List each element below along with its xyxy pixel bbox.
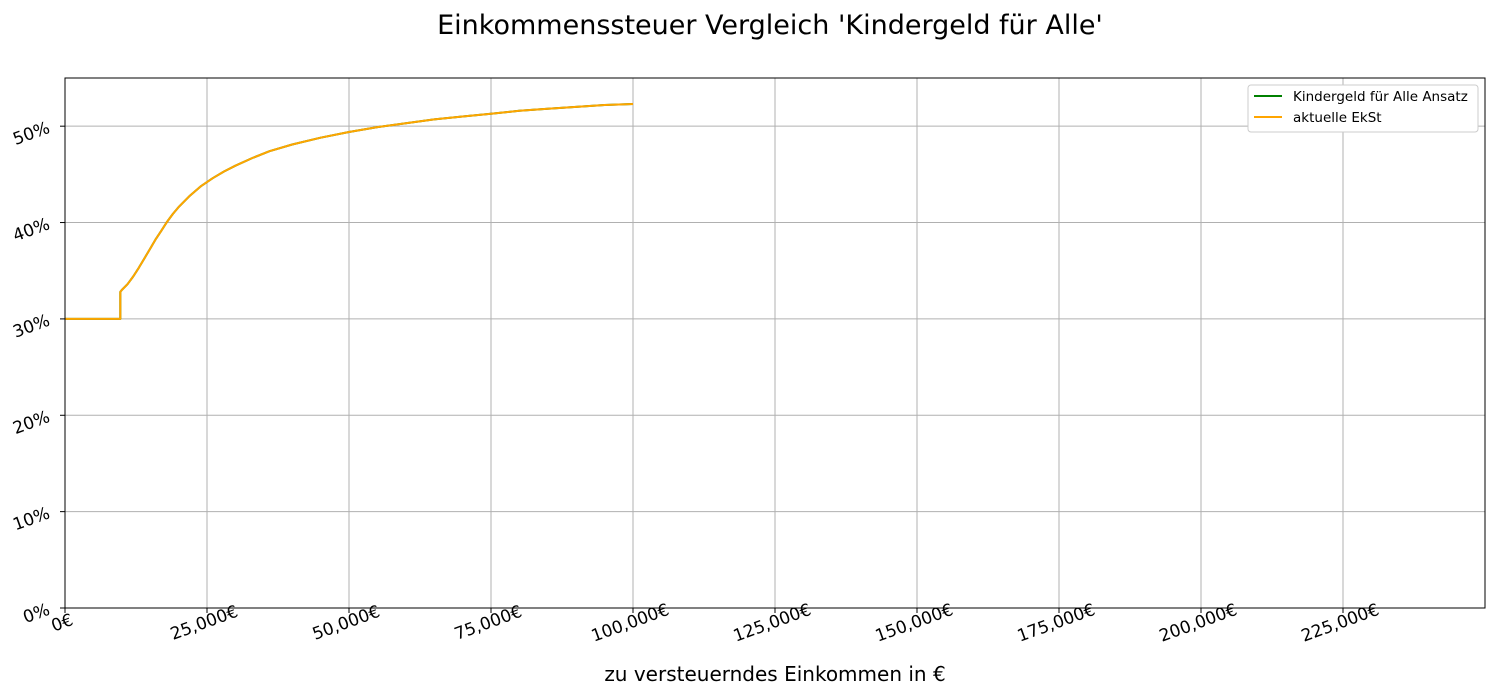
x-tick-label: 200,000€ [1157,600,1240,647]
legend-label-aktuelle: aktuelle EkSt [1293,110,1382,126]
x-tick-label: 225,000€ [1299,600,1382,647]
y-tick-label: 10% [10,504,52,536]
series-line-1 [65,103,634,320]
x-axis-label: zu versteuerndes Einkommen in € [604,662,945,686]
y-tick-label: 40% [10,214,52,246]
legend-label-kindergeld: Kindergeld für Alle Ansatz [1293,89,1468,105]
axis-ticks: 0€ 25,000€ 50,000€ 75,000€ 100,000€ 125,000€ 1… [10,118,1381,646]
chart-title: Einkommenssteuer Vergleich 'Kindergeld f… [437,10,1103,41]
y-tick-label: 0% [21,600,53,628]
x-tick-label: 125,000€ [731,600,814,647]
grid-lines [64,78,1485,609]
x-tick-label: 100,000€ [589,600,672,647]
x-tick-label: 175,000€ [1015,600,1098,647]
x-tick-label: 0€ [49,610,76,636]
y-tick-label: 30% [10,311,52,343]
y-tick-label: 50% [10,118,52,150]
legend-box [1247,84,1479,133]
series-lines [65,103,634,320]
y-tick-label: 20% [10,407,52,439]
x-tick-label: 150,000€ [873,600,956,647]
legend: Kindergeld für Alle Ansatz aktuelle EkSt [1247,84,1479,133]
